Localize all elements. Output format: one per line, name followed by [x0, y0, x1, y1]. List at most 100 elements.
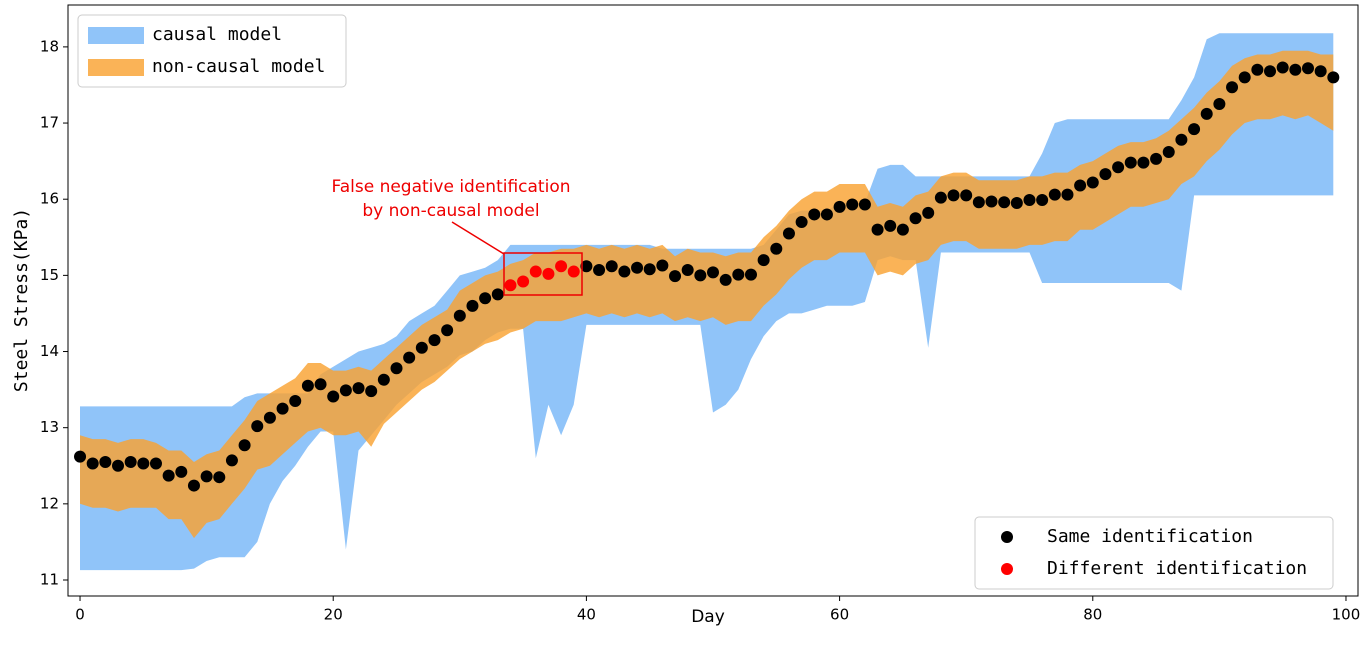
point: [631, 261, 644, 274]
point: [517, 275, 530, 288]
point: [314, 378, 327, 391]
point: [213, 471, 226, 484]
y-tick-label: 16: [40, 190, 59, 208]
legend-marker: [1001, 531, 1013, 543]
point: [112, 459, 125, 472]
point: [694, 269, 707, 282]
legend-label: Same identification: [1047, 526, 1253, 547]
point: [858, 198, 871, 211]
point: [719, 273, 732, 286]
y-tick-label: 15: [40, 266, 59, 284]
point: [263, 411, 276, 424]
point: [86, 457, 99, 470]
legend: causal model non-causal model: [77, 14, 347, 88]
point: [238, 439, 251, 452]
point: [1289, 63, 1302, 76]
point: [820, 208, 833, 221]
legend-marker: [1001, 563, 1013, 575]
point: [1137, 156, 1150, 169]
point: [1238, 71, 1251, 84]
legend-label: causal model: [152, 24, 282, 45]
y-axis-label: Steel Stress(KPa): [11, 208, 32, 392]
point: [985, 195, 998, 208]
point: [643, 263, 656, 276]
point: [1061, 188, 1074, 201]
x-axis-label: Day: [691, 607, 725, 627]
point: [960, 189, 973, 202]
point: [1327, 71, 1340, 84]
point: [757, 254, 770, 267]
point: [1150, 152, 1163, 165]
point: [1023, 193, 1036, 206]
point: [744, 268, 757, 281]
point: [74, 450, 87, 463]
point: [415, 341, 428, 354]
point: [922, 206, 935, 219]
point: [377, 373, 390, 386]
point: [972, 196, 985, 209]
point: [593, 264, 606, 277]
point: [390, 362, 403, 375]
point: [770, 242, 783, 255]
point: [871, 223, 884, 236]
point: [1226, 81, 1239, 94]
point: [1264, 65, 1277, 78]
point: [276, 402, 289, 415]
point: [542, 267, 555, 280]
point: [846, 198, 859, 211]
point: [124, 455, 137, 468]
point: [567, 265, 580, 278]
point: [1048, 188, 1061, 201]
plot-area: [74, 33, 1340, 571]
point: [1314, 65, 1327, 78]
point: [896, 223, 909, 236]
point: [1251, 63, 1264, 76]
legend-frame: [974, 516, 1334, 590]
point: [365, 385, 378, 398]
point: [1162, 145, 1175, 158]
legend-swatch: [88, 27, 144, 44]
axes-frame: [67, 4, 1359, 597]
legend-frame: [77, 14, 347, 88]
legend-label: non-causal model: [152, 56, 325, 77]
band: [80, 50, 1334, 539]
point: [162, 469, 175, 482]
x-tick-label: 0: [75, 606, 85, 624]
point: [339, 384, 352, 397]
point: [479, 292, 492, 305]
point: [491, 288, 504, 301]
point: [403, 351, 416, 364]
point: [1036, 193, 1049, 206]
point: [301, 379, 314, 392]
point: [934, 191, 947, 204]
x-tick-label: 100: [1332, 606, 1361, 624]
point: [998, 196, 1011, 209]
point: [909, 212, 922, 225]
legend: Same identification Different identificat…: [974, 516, 1334, 590]
point: [99, 455, 112, 468]
point: [580, 260, 593, 273]
point: [1124, 156, 1137, 169]
point: [732, 268, 745, 281]
point: [618, 265, 631, 278]
point: [289, 395, 302, 408]
point: [1175, 133, 1188, 146]
point: [605, 260, 618, 273]
point: [466, 299, 479, 312]
point: [352, 382, 365, 395]
x-tick-label: 60: [830, 606, 849, 624]
point: [1099, 168, 1112, 181]
point: [1112, 161, 1125, 174]
point: [529, 265, 542, 278]
y-tick-label: 18: [40, 37, 59, 55]
point: [175, 465, 188, 478]
y-tick-label: 13: [40, 418, 59, 436]
point: [1276, 61, 1289, 74]
point: [1200, 107, 1213, 120]
point: [1301, 62, 1314, 75]
point: [947, 189, 960, 202]
point: [1188, 123, 1201, 136]
point: [795, 216, 808, 229]
x-tick-label: 20: [324, 606, 343, 624]
